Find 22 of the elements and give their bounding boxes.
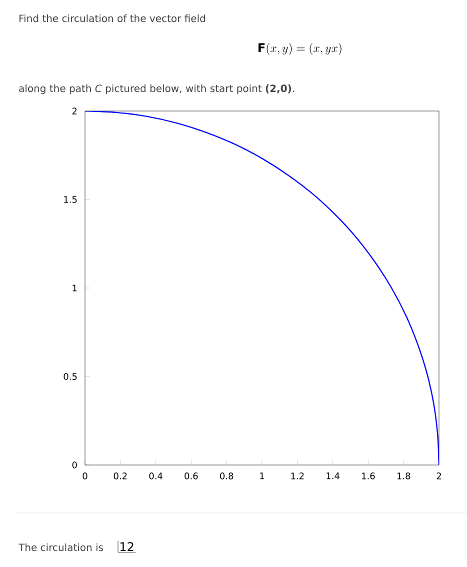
- y-tick-label: 0.5: [64, 373, 77, 380]
- x-tick-label: 1.2: [291, 472, 304, 480]
- x-tick-label: 1.6: [362, 472, 375, 480]
- x-tick-label: 0: [82, 472, 88, 480]
- x-tick-label: 2: [436, 472, 441, 480]
- text: along the path C pictured below, with start point (2,0).: [19, 84, 294, 94]
- y-tick-label: 1: [72, 284, 77, 292]
- y-tick-label: 1.5: [64, 196, 77, 203]
- y-tick-label: 0: [72, 462, 77, 468]
- line-series: [85, 111, 439, 465]
- y-tick-label: 2: [72, 108, 77, 114]
- x-tick-label: 1.4: [326, 472, 340, 480]
- text: 12: [120, 542, 134, 552]
- text: $\mathbf{F}(x,y) = (x,yx)$: [258, 43, 342, 56]
- text: The circulation is: [18, 543, 104, 552]
- x-tick-label: 0.2: [114, 472, 127, 480]
- x-tick-label: 0.6: [184, 472, 198, 480]
- x-tick-label: 0.4: [149, 472, 162, 480]
- x-tick-label: 1: [260, 472, 264, 480]
- x-tick-label: 0.8: [220, 472, 234, 480]
- x-tick-label: 1.8: [397, 472, 410, 480]
- chart-title: Find the circulation of the vector field: [20, 14, 206, 22]
